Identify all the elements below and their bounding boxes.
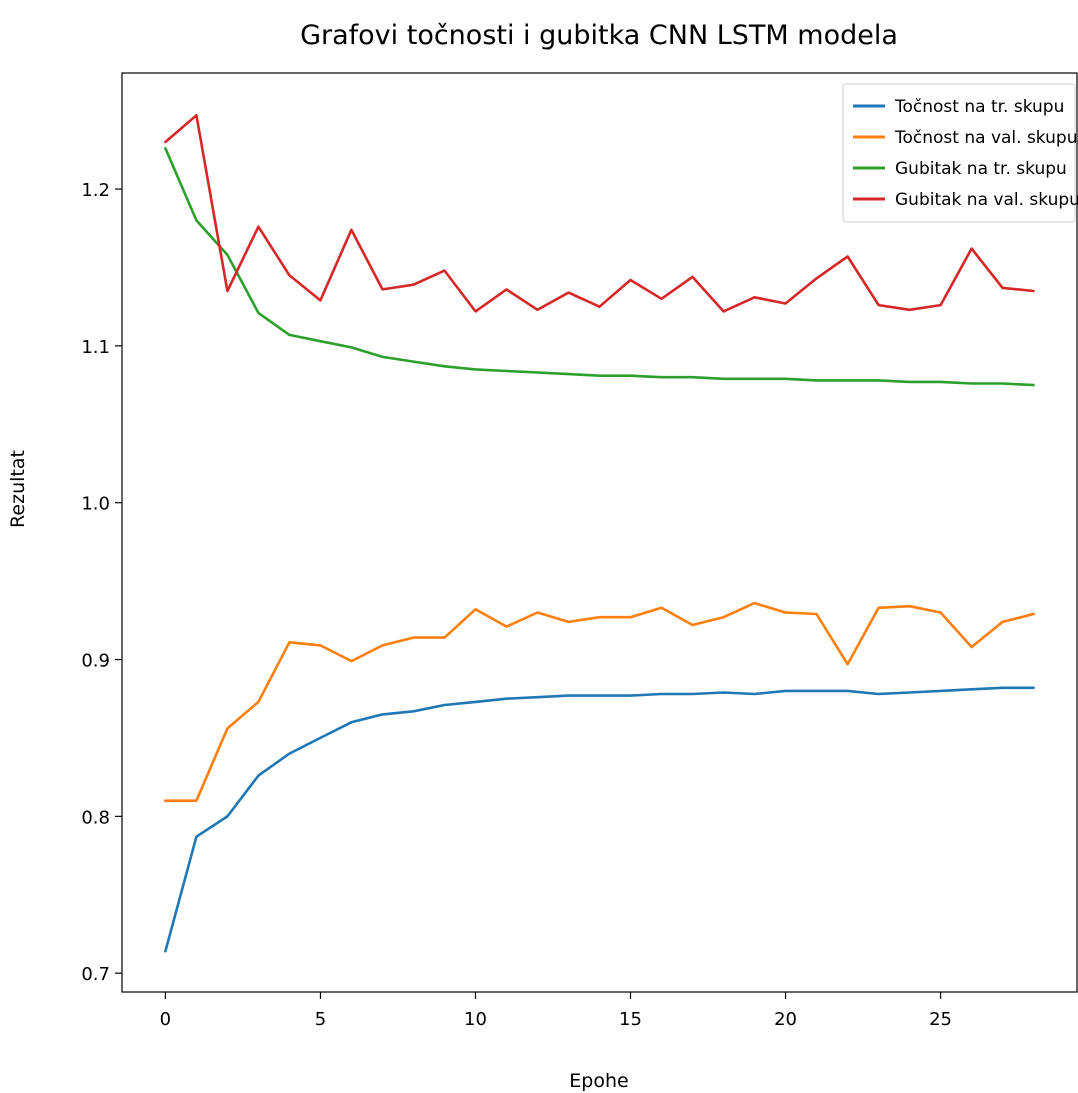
chart-title: Grafovi točnosti i gubitka CNN LSTM mode…	[300, 20, 898, 51]
y-tick-label: 0.9	[81, 651, 110, 672]
legend-label: Točnost na tr. skupu	[894, 97, 1064, 117]
x-tick-label: 20	[774, 1009, 797, 1030]
y-tick-label: 1.0	[81, 494, 110, 515]
y-tick-label: 0.8	[81, 807, 110, 828]
series-line-2	[164, 601, 1035, 803]
legend: Točnost na tr. skupu Točnost na val. skup…	[842, 83, 1078, 223]
plot-frame	[121, 72, 1078, 993]
series-line-4	[164, 114, 1035, 313]
x-tick-label: 5	[315, 1009, 326, 1030]
legend-label: Gubitak na val. skupu	[895, 190, 1078, 210]
x-axis-ticks: 0 5 10 15 20 25	[160, 992, 952, 1030]
x-tick-label: 25	[929, 1009, 952, 1030]
x-tick-label: 15	[619, 1009, 642, 1030]
series-line-1	[164, 686, 1035, 953]
y-tick-label: 1.2	[81, 180, 110, 201]
legend-label: Točnost na val. skupu	[894, 128, 1077, 148]
x-tick-label: 10	[464, 1009, 487, 1030]
y-tick-label: 1.1	[81, 337, 110, 358]
y-axis-label: Rezultat	[7, 450, 29, 528]
series-layer	[164, 114, 1035, 953]
legend-box	[842, 83, 1076, 223]
x-axis-label: Epohe	[569, 1070, 628, 1092]
y-axis-ticks: 0.7 0.8 0.9 1.0 1.1 1.2	[81, 180, 122, 985]
series-line-3	[164, 147, 1035, 387]
x-tick-label: 0	[160, 1009, 171, 1030]
y-tick-label: 0.7	[81, 964, 110, 985]
legend-label: Gubitak na tr. skupu	[895, 159, 1067, 179]
